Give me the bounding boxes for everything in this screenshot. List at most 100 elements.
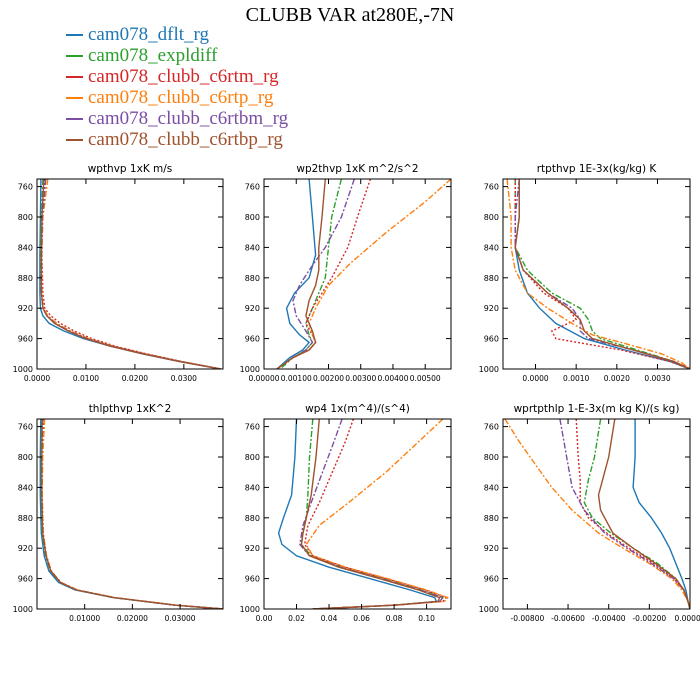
panel-3-series-cam078_clubb_c6rtm_rg xyxy=(41,419,223,609)
panel-1-ytick-label-960: 960 xyxy=(245,335,260,344)
panel-5-frame xyxy=(502,418,691,610)
panel-2-series-cam078_expldiff xyxy=(514,179,690,369)
panel-5-series-cam078_clubb_c6rtbp_rg xyxy=(597,419,690,609)
panel-0-series-cam078_clubb_c6rtbm_rg xyxy=(40,179,221,369)
panel-3-xtick-label-0: 0.01000 xyxy=(69,614,100,623)
panel-0-ytick-label-920: 920 xyxy=(18,304,33,313)
panel-2-ytick-label-920: 920 xyxy=(484,304,499,313)
panel-3-ytick-label-840: 840 xyxy=(18,483,33,492)
panel-3-series-cam078_clubb_c6rtp_rg xyxy=(41,419,223,609)
panel-0-ytick-label-880: 880 xyxy=(18,274,33,283)
panel-2-ytick-label-800: 800 xyxy=(484,213,499,222)
panel-0-frame xyxy=(36,178,224,370)
panel-2-xtick-label-2: 0.0020 xyxy=(604,374,630,383)
legend-line-c6rtp xyxy=(66,97,83,99)
panel-5-ytick-label-840: 840 xyxy=(484,483,499,492)
panel-1-xtick-label-1: 0.00100 xyxy=(281,374,312,383)
panel-2-ytick-label-1000: 1000 xyxy=(479,365,499,374)
panel-2-series-cam078_clubb_c6rtm_rg xyxy=(514,179,690,369)
panel-1-series-cam078_clubb_c6rtp_rg xyxy=(276,179,451,369)
panel-1-ytick-label-760: 760 xyxy=(245,183,260,192)
panel-2-frame xyxy=(502,178,691,370)
panel-2-xtick-label-0: 0.0000 xyxy=(522,374,548,383)
panel-4-ytick-label-920: 920 xyxy=(245,544,260,553)
panel-5-ytick-label-960: 960 xyxy=(484,575,499,584)
panel-4-ytick-label-960: 960 xyxy=(245,575,260,584)
panel-5-ytick-label-800: 800 xyxy=(484,453,499,462)
panel-4-xtick-label-3: 0.06 xyxy=(353,614,370,623)
panel-0-series-cam078_clubb_c6rtm_rg xyxy=(41,179,221,369)
panel-0-xtick-label-3: 0.0300 xyxy=(171,374,197,383)
panel-3-ytick-label-960: 960 xyxy=(18,575,33,584)
panel-1-ytick-label-920: 920 xyxy=(245,304,260,313)
panel-5-title: wprtpthlp 1-E-3x(m kg K)/(s kg) xyxy=(514,403,680,415)
panel-4-xtick-label-4: 0.08 xyxy=(386,614,403,623)
panel-2-series-cam078_dflt_rg xyxy=(514,179,690,369)
panel-0-ytick-label-960: 960 xyxy=(18,335,33,344)
panel-4-ytick-label-880: 880 xyxy=(245,514,260,523)
panel-1-series-cam078_clubb_c6rtm_rg xyxy=(276,179,372,369)
panel-1-xtick-label-4: 0.00400 xyxy=(377,374,408,383)
panel-4-ytick-label-760: 760 xyxy=(245,423,260,432)
panel-3-ytick-label-760: 760 xyxy=(18,423,33,432)
panel-5-series-cam078_clubb_c6rtp_rg xyxy=(504,419,690,609)
figure-title: CLUBB VAR at280E,-7N xyxy=(245,4,455,26)
panel-4-series-cam078_clubb_c6rtbm_rg xyxy=(299,419,445,609)
panel-1-xtick-label-5: 0.00500 xyxy=(410,374,441,383)
panel-1-xtick-label-3: 0.00300 xyxy=(345,374,376,383)
legend-line-expldiff xyxy=(66,55,83,57)
legend-label-c6rtp: cam078_clubb_c6rtp_rg xyxy=(88,87,274,108)
panel-3-ytick-label-800: 800 xyxy=(18,453,33,462)
panel-5-series-cam078_clubb_c6rtm_rg xyxy=(575,419,690,609)
legend-line-c6rtbm xyxy=(66,118,83,120)
panel-5-ytick-label-920: 920 xyxy=(484,544,499,553)
panel-3-ytick-label-880: 880 xyxy=(18,514,33,523)
panel-4-ytick-label-800: 800 xyxy=(245,453,260,462)
panel-0-title: wpthvp 1xK m/s xyxy=(88,163,173,175)
panel-5-xtick-label-0: -0.00800 xyxy=(511,614,545,623)
panel-2-xtick-label-1: 0.0010 xyxy=(563,374,589,383)
panel-2-series-cam078_clubb_c6rtbp_rg xyxy=(514,179,690,369)
panel-5-ytick-label-1000: 1000 xyxy=(479,605,499,614)
panel-0-ytick-label-1000: 1000 xyxy=(13,365,33,374)
panel-1-series-cam078_clubb_c6rtbp_rg xyxy=(276,179,326,369)
panel-2-ytick-label-840: 840 xyxy=(484,243,499,252)
panel-2-ytick-label-880: 880 xyxy=(484,274,499,283)
panel-5-series-cam078_clubb_c6rtbm_rg xyxy=(559,419,690,609)
panel-4-series-cam078_clubb_c6rtm_rg xyxy=(303,419,448,609)
panel-3-ytick-label-920: 920 xyxy=(18,544,33,553)
panel-1-series-cam078_dflt_rg xyxy=(276,179,317,369)
panel-5-xtick-label-4: 0.00000 xyxy=(674,614,700,623)
panel-1-ytick-label-840: 840 xyxy=(245,243,260,252)
panel-4-ytick-label-1000: 1000 xyxy=(240,605,260,614)
legend-label-dflt: cam078_dflt_rg xyxy=(88,24,210,45)
panel-2-series-cam078_clubb_c6rtbm_rg xyxy=(514,179,690,369)
panel-5-xtick-label-2: -0.00400 xyxy=(592,614,626,623)
panel-5-xtick-label-3: -0.00200 xyxy=(632,614,666,623)
panel-4-series-cam078_expldiff xyxy=(300,419,445,609)
panel-4-series-cam078_clubb_c6rtbp_rg xyxy=(300,419,441,609)
panel-5-series-cam078_dflt_rg xyxy=(632,419,690,609)
panel-0-ytick-label-840: 840 xyxy=(18,243,33,252)
panel-2-title: rtpthvp 1E-3x(kg/kg) K xyxy=(537,163,658,175)
panel-4-xtick-label-5: 0.10 xyxy=(418,614,435,623)
panel-3-series-cam078_expldiff xyxy=(40,419,223,609)
legend-line-dflt xyxy=(66,34,83,36)
panel-3-frame xyxy=(36,418,224,610)
panel-1-ytick-label-880: 880 xyxy=(245,274,260,283)
panel-1-ytick-label-1000: 1000 xyxy=(240,365,260,374)
panel-5-xtick-label-1: -0.00600 xyxy=(551,614,585,623)
panel-5-ytick-label-760: 760 xyxy=(484,423,499,432)
panel-0-xtick-label-0: 0.0000 xyxy=(24,374,50,383)
panel-3-series-cam078_clubb_c6rtbp_rg xyxy=(41,419,223,609)
panel-0-series-cam078_clubb_c6rtp_rg xyxy=(41,179,221,369)
panel-3-xtick-label-2: 0.03000 xyxy=(165,614,196,623)
panel-3-xtick-label-1: 0.02000 xyxy=(117,614,148,623)
panel-4-series-cam078_dflt_rg xyxy=(277,419,438,609)
panel-0-xtick-label-1: 0.0100 xyxy=(73,374,99,383)
panel-2-ytick-label-960: 960 xyxy=(484,335,499,344)
legend-label-c6rtm: cam078_clubb_c6rtm_rg xyxy=(88,66,279,87)
panel-4-series-cam078_clubb_c6rtp_rg xyxy=(305,419,449,609)
panel-1-series-cam078_clubb_c6rtbm_rg xyxy=(276,179,355,369)
